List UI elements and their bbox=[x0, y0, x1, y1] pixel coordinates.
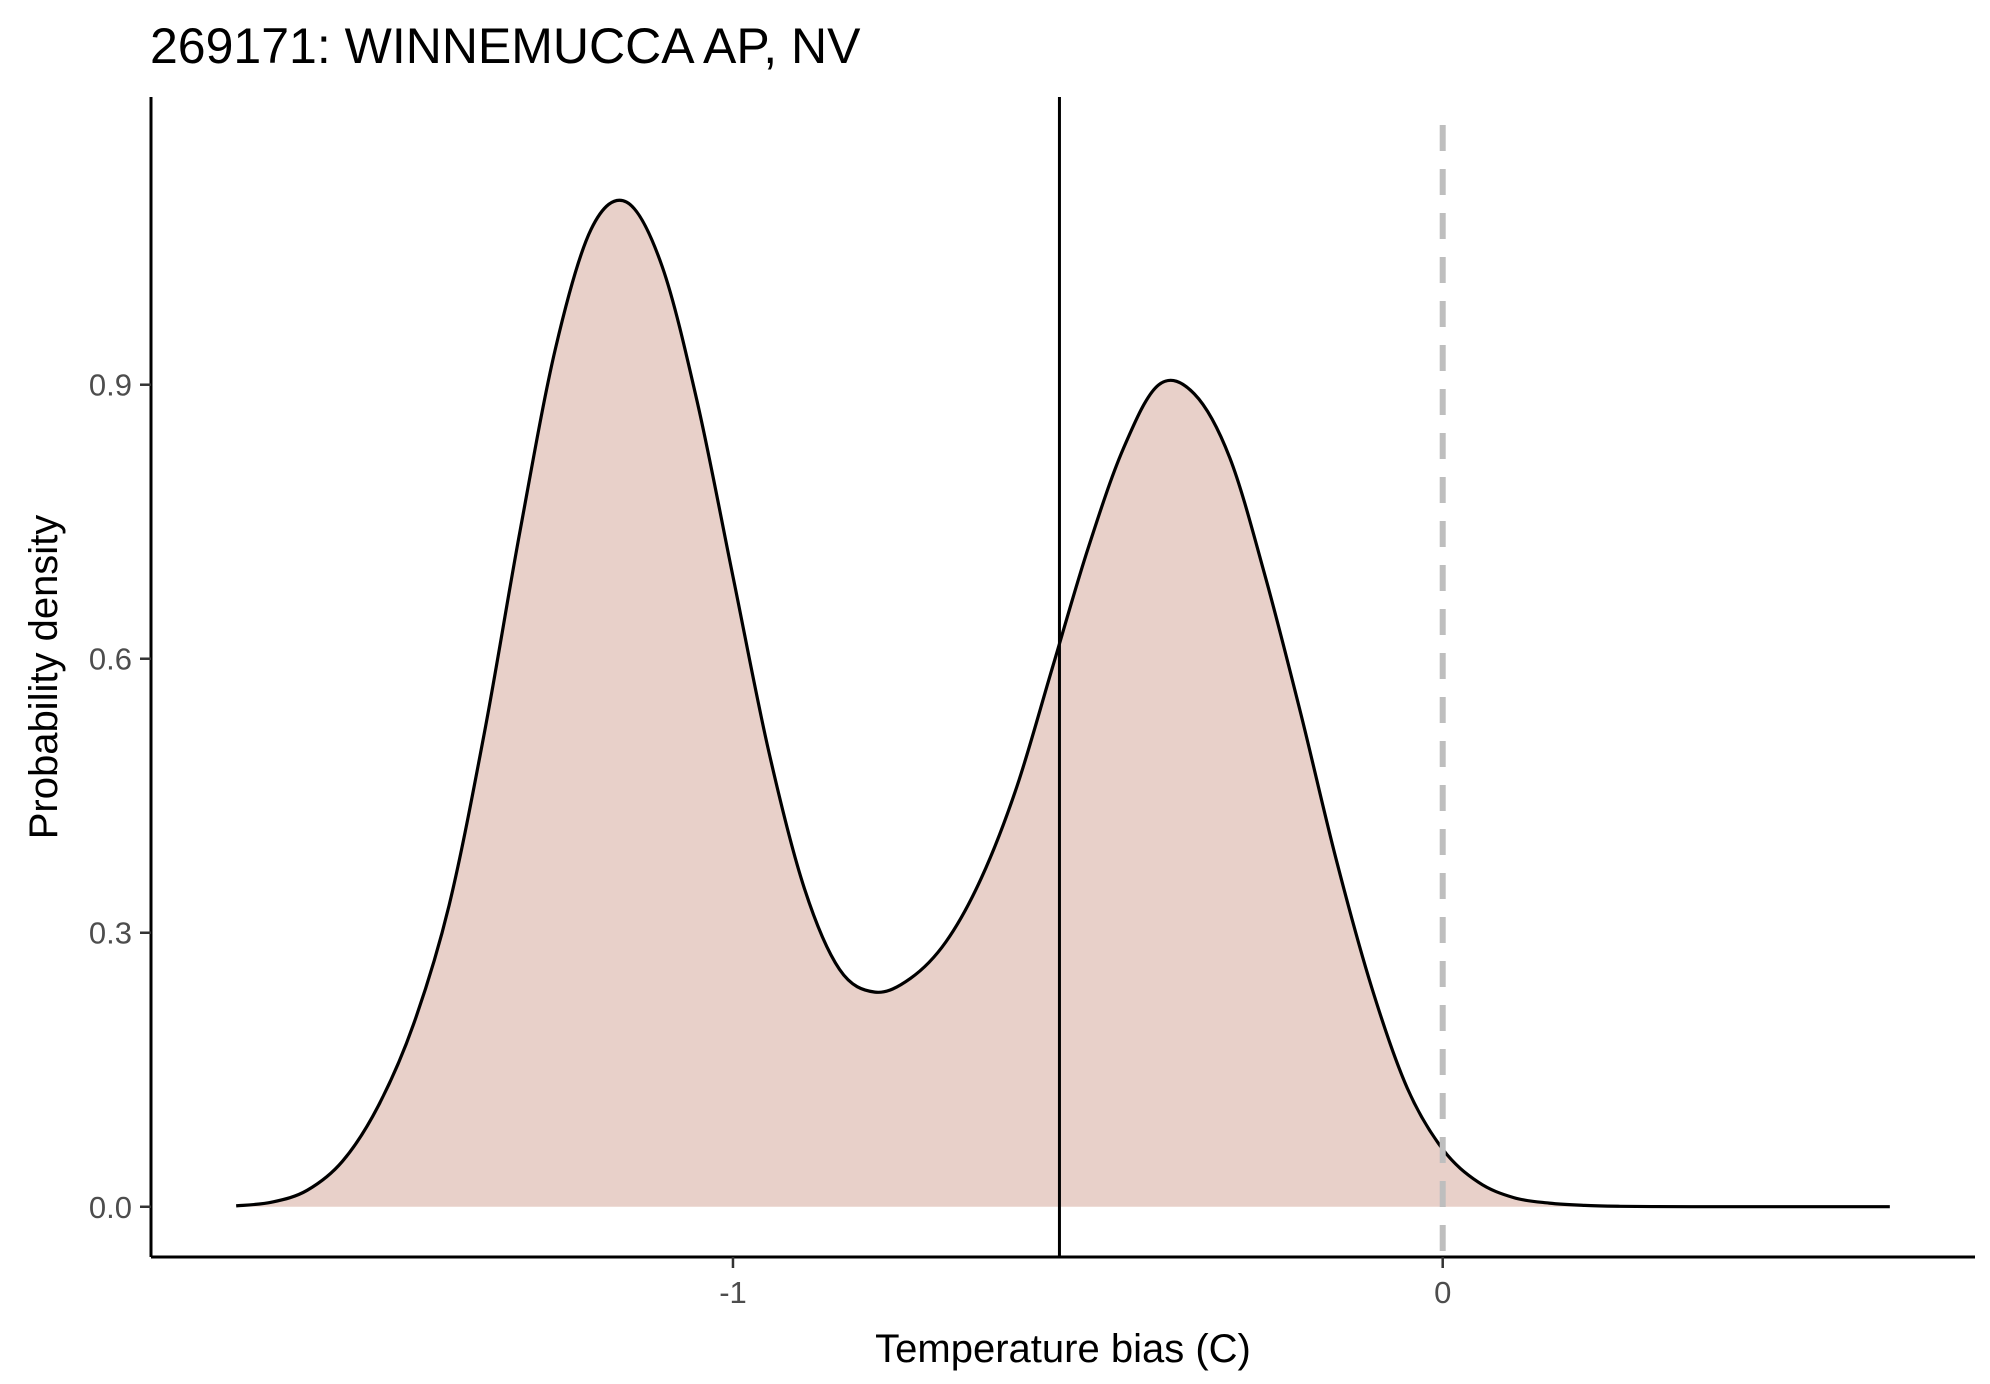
y-tick-label: 0.9 bbox=[89, 368, 132, 403]
x-tick-label: -1 bbox=[719, 1275, 747, 1310]
y-tick-label: 0.6 bbox=[89, 642, 132, 677]
y-tick-label: 0.3 bbox=[89, 916, 132, 951]
axis-ticks: -1 0 0.0 0.3 0.6 0.9 bbox=[89, 368, 1451, 1310]
axes bbox=[149, 97, 1975, 1259]
x-axis-title: Temperature bias (C) bbox=[875, 1327, 1251, 1371]
density-line-0 bbox=[236, 198, 1890, 1209]
y-axis-title: Probability density bbox=[22, 515, 66, 840]
x-tick-label: 0 bbox=[1434, 1275, 1451, 1310]
y-tick-label: 0.0 bbox=[89, 1190, 132, 1225]
chart-title: 269171: WINNEMUCCA AP, NV bbox=[150, 18, 861, 74]
density-area-0 bbox=[236, 200, 1890, 1207]
plot-area bbox=[236, 97, 1890, 1257]
